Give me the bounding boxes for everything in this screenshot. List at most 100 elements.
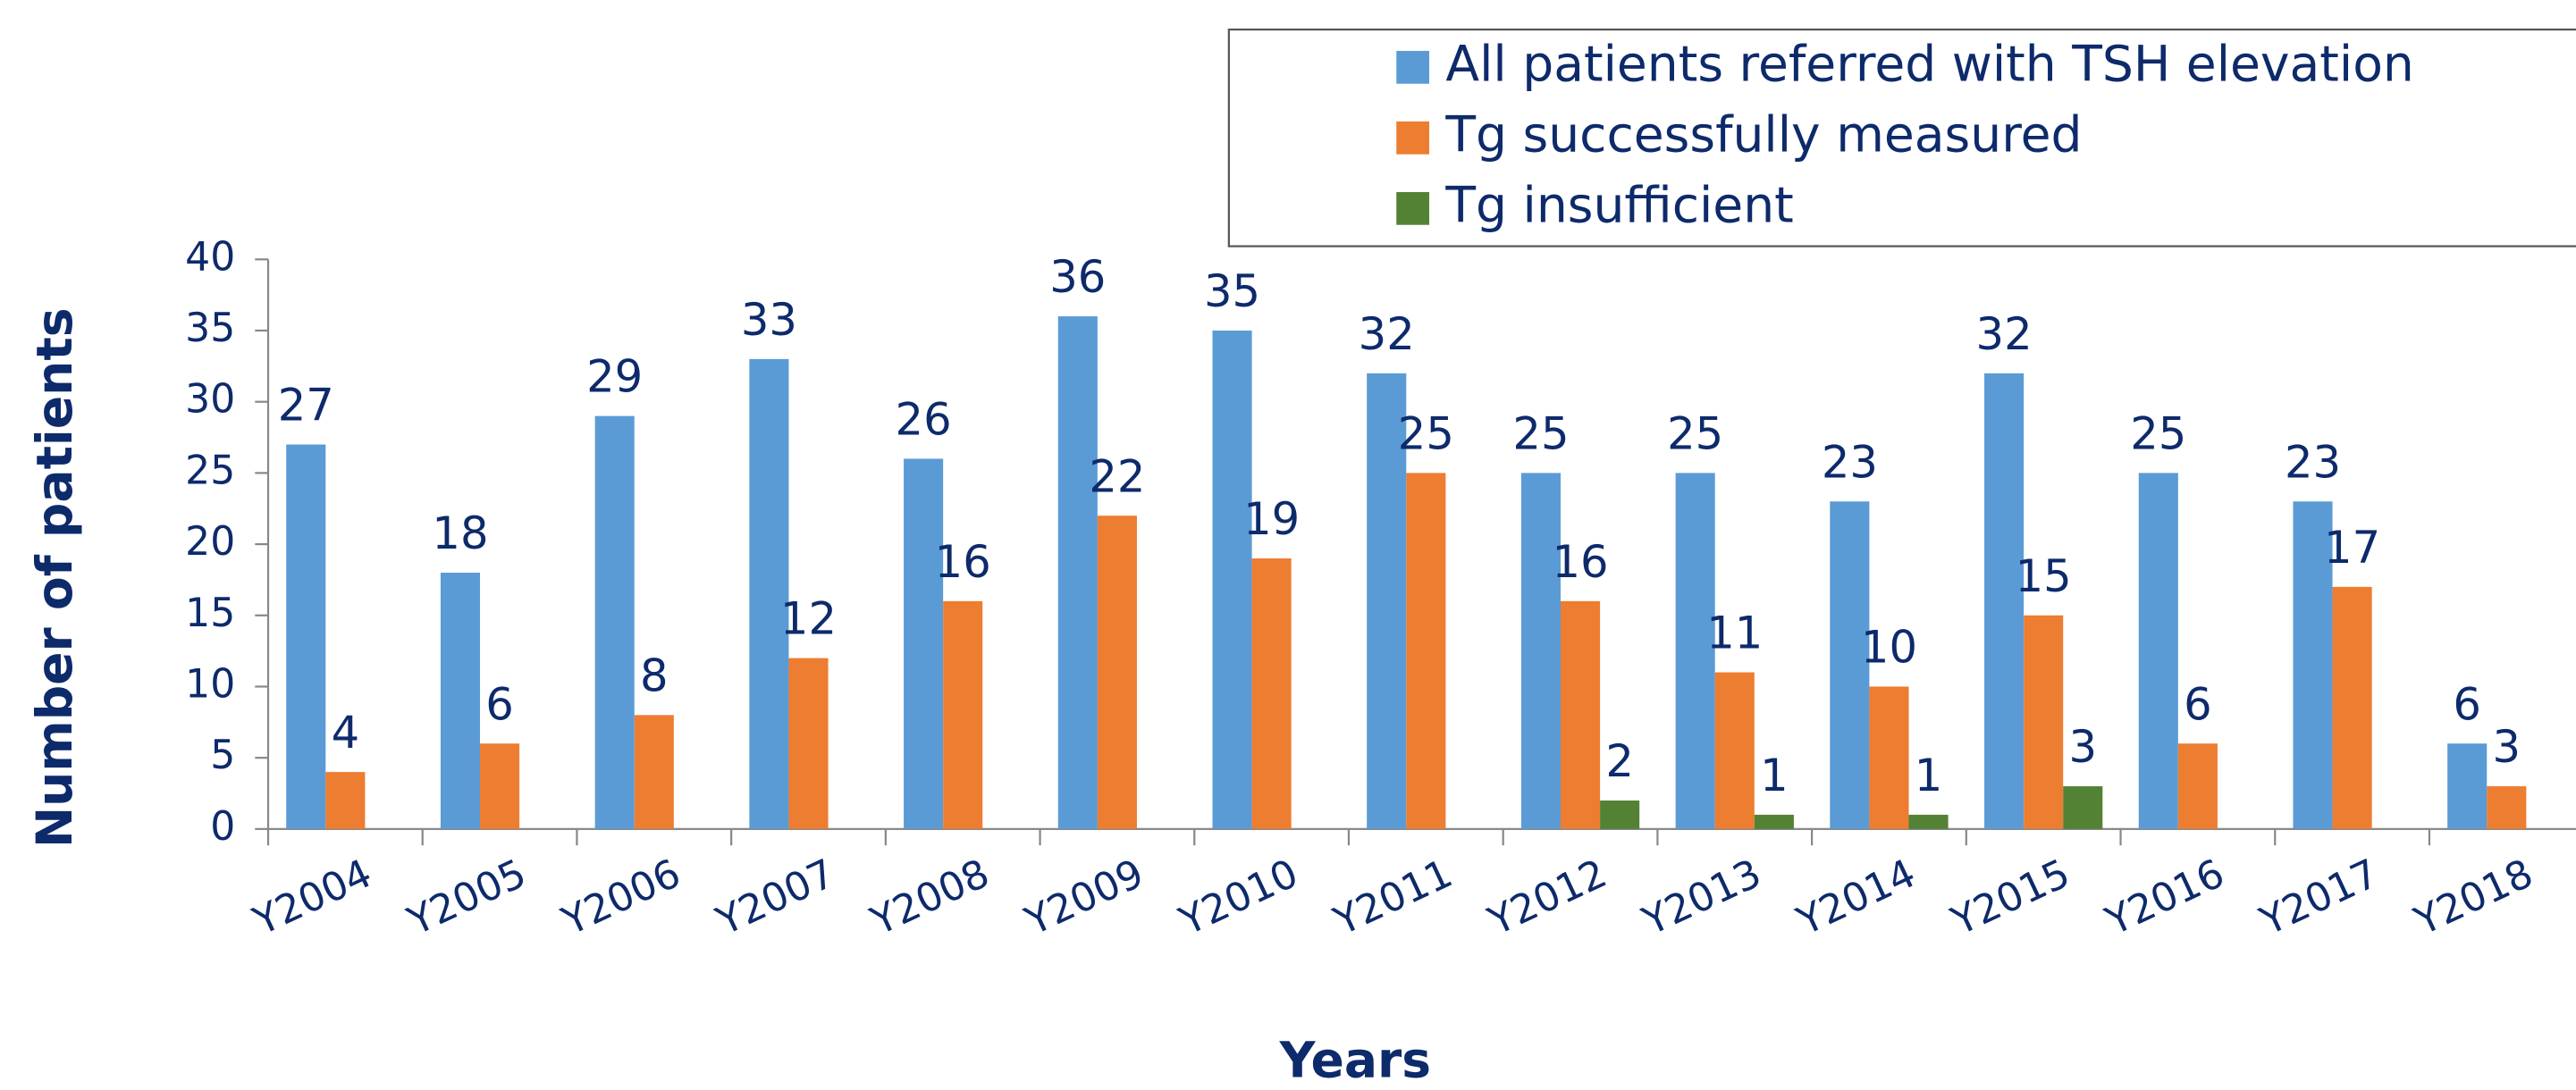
bar: [1908, 814, 1949, 829]
bar: [1520, 473, 1561, 829]
value-label: 6: [485, 678, 514, 730]
value-label: 1: [1915, 750, 1943, 801]
x-tick-label: Y2017: [2252, 851, 2386, 944]
bar: [1251, 558, 1292, 829]
value-label: 23: [2285, 436, 2341, 488]
bar: [1057, 316, 1098, 829]
value-label: 10: [1861, 622, 1917, 674]
value-label: 25: [1398, 407, 1454, 459]
bar: [943, 600, 983, 829]
x-tick-label: Y2013: [1636, 851, 1769, 944]
legend-swatch: [1396, 121, 1430, 155]
value-label: 29: [586, 351, 643, 403]
value-label: 33: [741, 294, 797, 346]
value-label: 25: [1667, 407, 1723, 459]
bar: [440, 572, 481, 829]
y-tick-label: 15: [185, 591, 235, 636]
bar: [2447, 743, 2488, 829]
bar: [1097, 516, 1137, 829]
value-label: 25: [1512, 407, 1569, 459]
value-label: 18: [432, 507, 488, 559]
bar: [1600, 800, 1640, 829]
value-label: 16: [1552, 536, 1608, 588]
value-label: 16: [935, 536, 991, 588]
bar: [2332, 586, 2372, 829]
x-tick-label: Y2004: [246, 851, 379, 944]
bar: [749, 358, 789, 829]
bar: [2293, 501, 2333, 829]
bar: [1212, 330, 1252, 829]
x-tick-label: Y2015: [1944, 851, 2077, 944]
x-tick-label: Y2018: [2407, 851, 2540, 944]
value-label: 17: [2324, 522, 2380, 574]
y-axis-title: Number of patients: [26, 307, 83, 848]
y-tick-label: 25: [185, 448, 235, 493]
value-label: 32: [1976, 308, 2033, 360]
x-tick-label: Y2008: [863, 851, 997, 944]
bar: [325, 772, 366, 829]
value-label: 8: [640, 650, 669, 701]
bar: [480, 743, 520, 829]
value-label: 3: [2493, 721, 2521, 773]
value-label: 22: [1089, 450, 1145, 502]
bar: [1869, 686, 1909, 829]
x-tick-label: Y2016: [2099, 851, 2232, 944]
x-tick-label: Y2012: [1481, 851, 1614, 944]
value-label: 11: [1706, 608, 1763, 659]
value-label: 25: [2130, 407, 2186, 459]
bar: [1561, 600, 1601, 829]
value-label: 2: [1605, 735, 1634, 787]
value-label: 1: [1760, 750, 1789, 801]
bar: [1367, 373, 1407, 829]
bar: [2138, 473, 2178, 829]
y-tick-label: 10: [185, 661, 235, 707]
y-tick-label: 40: [185, 234, 235, 280]
value-label: 36: [1049, 251, 1106, 303]
bar: [594, 415, 635, 829]
x-tick-label: Y2006: [555, 851, 688, 944]
x-tick-label: Y2007: [709, 851, 842, 944]
y-tick-label: 35: [185, 306, 235, 351]
bar: [286, 444, 326, 829]
value-label: 6: [2453, 678, 2481, 730]
x-axis-title: Years: [1279, 1032, 1431, 1089]
bar: [1984, 373, 2025, 829]
legend-label: Tg successfully measured: [1444, 105, 2082, 163]
value-label: 3: [2068, 721, 2097, 773]
value-label: 6: [2184, 678, 2212, 730]
legend-swatch: [1396, 191, 1430, 225]
value-label: 12: [780, 593, 837, 645]
legend-box: [1227, 28, 2576, 247]
bar: [1675, 473, 1715, 829]
x-tick-label: Y2011: [1326, 851, 1460, 944]
y-tick-label: 20: [185, 519, 235, 565]
legend-label: Tg insufficient: [1444, 176, 1793, 233]
x-tick-label: Y2005: [400, 851, 534, 944]
value-label: 23: [1822, 436, 1878, 488]
value-label: 32: [1359, 308, 1415, 360]
y-tick-label: 0: [210, 804, 235, 850]
bar: [1754, 814, 1794, 829]
x-tick-label: Y2014: [1789, 851, 1923, 944]
bar: [2487, 786, 2527, 829]
bar: [788, 658, 829, 829]
bar: [2177, 743, 2218, 829]
y-tick-label: 30: [185, 377, 235, 423]
legend-label: All patients referred with TSH elevation: [1445, 35, 2414, 92]
value-label: 35: [1204, 265, 1260, 317]
y-tick-label: 5: [210, 733, 235, 778]
bar: [904, 458, 944, 829]
value-label: 27: [278, 380, 334, 432]
value-label: 26: [896, 394, 952, 446]
legend-swatch: [1396, 50, 1430, 84]
bar: [1830, 501, 1870, 829]
bar: [1714, 672, 1755, 829]
value-label: 19: [1243, 493, 1300, 545]
value-label: 15: [2016, 550, 2072, 602]
x-tick-label: Y2009: [1018, 851, 1151, 944]
bar: [634, 715, 674, 829]
bar: [2063, 786, 2103, 829]
bar: [1406, 473, 1446, 829]
bar: [2024, 615, 2064, 829]
